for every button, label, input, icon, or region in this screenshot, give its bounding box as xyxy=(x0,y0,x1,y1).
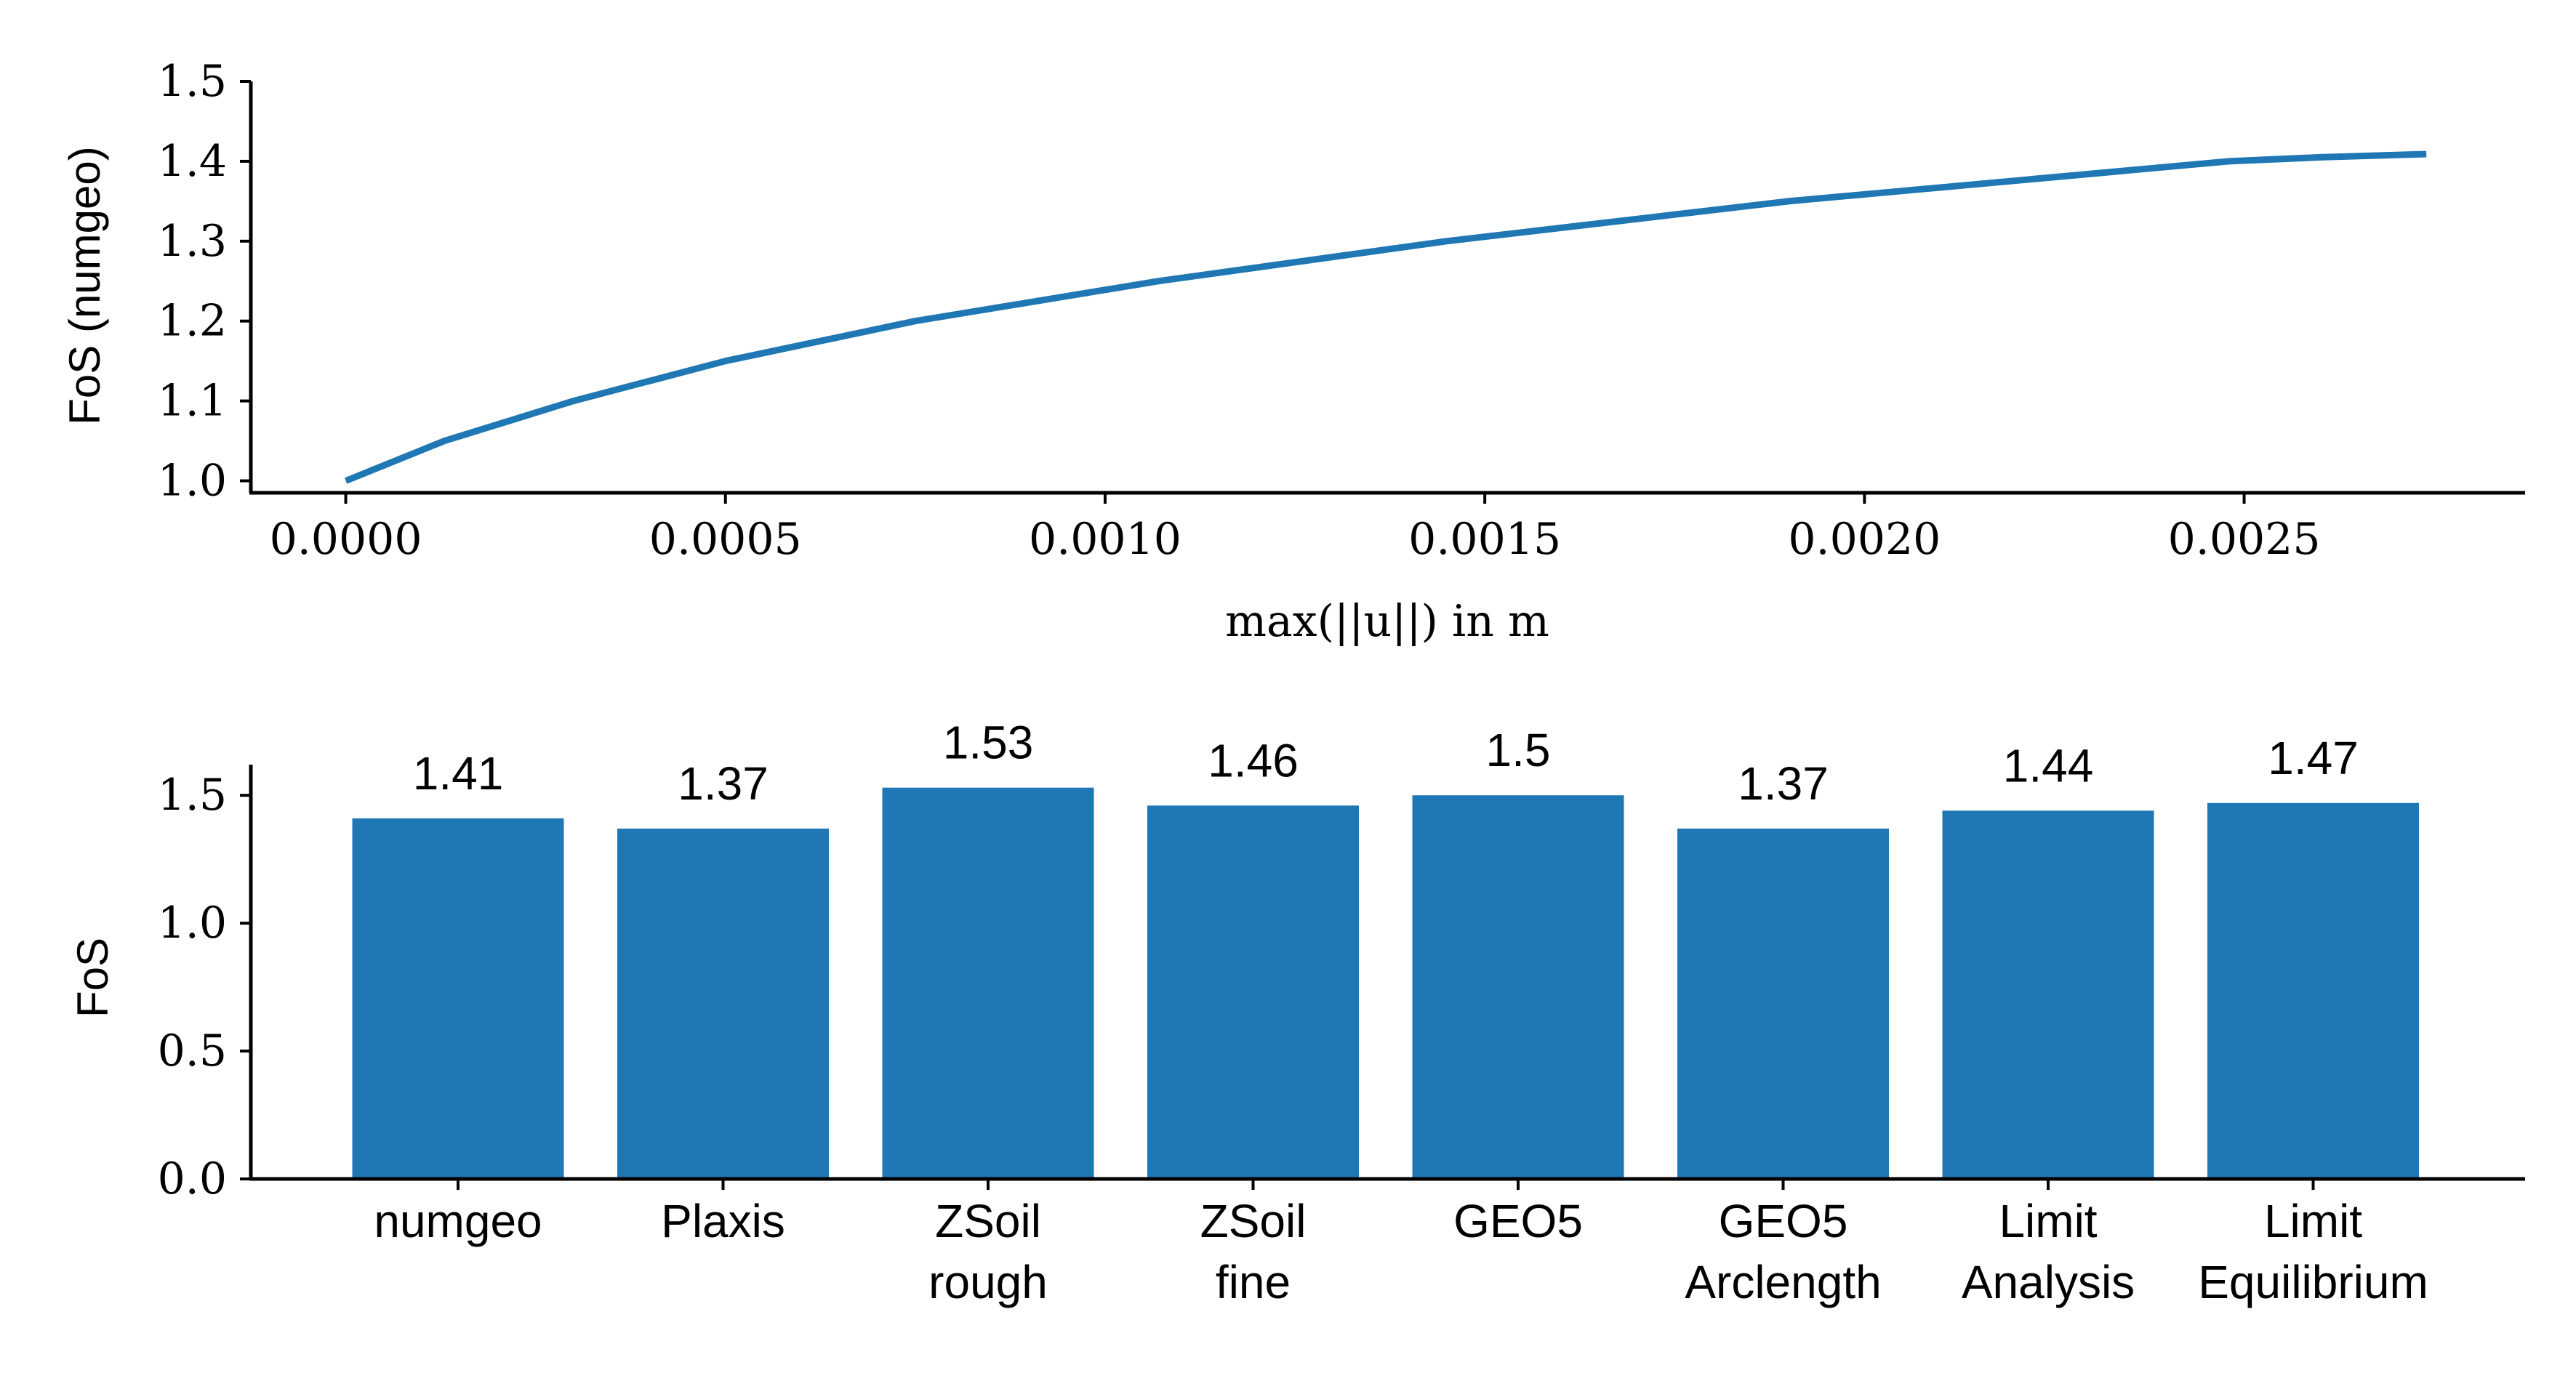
y-tick-label: 1.0 xyxy=(158,898,227,949)
bar xyxy=(1677,828,1889,1179)
x-tick-label: Limit xyxy=(2264,1195,2362,1247)
bar xyxy=(1412,795,1624,1179)
y-tick-label: 0.5 xyxy=(158,1026,227,1076)
y-tick-label: 0.0 xyxy=(158,1153,227,1204)
x-tick-label: 0.0025 xyxy=(2168,514,2321,565)
line-chart: 1.01.11.21.31.41.5 0.0000 0.0005 0.0010 0.0… xyxy=(60,56,2525,647)
y-tick-label: 1.4 xyxy=(158,136,227,187)
bar-value-label: 1.37 xyxy=(1738,757,1829,810)
x-tick-label: numgeo xyxy=(374,1195,542,1247)
x-tick-label: 0.0000 xyxy=(270,514,422,565)
bar-value-label: 1.46 xyxy=(1208,734,1299,786)
x-axis-label: max(||u||) in m xyxy=(1225,596,1549,647)
bar-value-label: 1.53 xyxy=(943,717,1034,769)
bar-value-label: 1.37 xyxy=(678,757,769,810)
bar xyxy=(1147,805,1359,1179)
y-tick-label: 1.2 xyxy=(158,296,227,347)
y-tick-label: 1.5 xyxy=(158,56,227,107)
y-ticks: 1.0 1.1 1.2 1.3 1.4 1.5 xyxy=(158,56,251,507)
bar xyxy=(882,787,1094,1179)
bar-value-label: 1.47 xyxy=(2268,732,2359,784)
x-tick-label: Arclength xyxy=(1685,1256,1881,1308)
bar xyxy=(617,828,829,1179)
x-tick-label: 0.0020 xyxy=(1788,514,1941,565)
x-tick-label: Plaxis xyxy=(661,1195,785,1247)
x-ticks: numgeo Plaxis ZSoil rough ZSoil fine GEO5 GEO5 A… xyxy=(374,1179,2428,1308)
bar xyxy=(352,818,564,1179)
fos-line xyxy=(344,150,2427,484)
x-tick-label: 0.0005 xyxy=(649,514,802,565)
bar-value-label: 1.5 xyxy=(1486,724,1551,776)
y-tick-label: 1.5 xyxy=(158,770,227,821)
y-axis-label: FoS (numgeo) xyxy=(60,146,109,425)
x-tick-label: Analysis xyxy=(1962,1256,2135,1308)
x-tick-label: rough xyxy=(928,1256,1048,1308)
bar xyxy=(2207,802,2419,1179)
bar-value-label: 1.44 xyxy=(2003,739,2094,792)
bar xyxy=(1942,810,2154,1179)
y-axis-label: FoS xyxy=(68,938,117,1018)
x-ticks: 0.0000 0.0005 0.0010 0.0015 0.0020 0.0025 xyxy=(270,493,2321,565)
y-tick-label: 1.3 xyxy=(158,216,227,267)
bars xyxy=(352,787,2419,1179)
y-tick-label: 1.1 xyxy=(158,376,227,427)
x-tick-label: ZSoil xyxy=(935,1195,1041,1247)
x-tick-label: GEO5 xyxy=(1719,1195,1848,1247)
bar-value-label: 1.41 xyxy=(413,747,504,800)
x-tick-label: 0.0010 xyxy=(1029,514,1181,565)
x-tick-label: 0.0015 xyxy=(1408,514,1561,565)
bar-value-labels: 1.41 1.37 1.53 1.46 1.5 1.37 1.44 1.47 xyxy=(413,717,2359,810)
x-tick-label: ZSoil xyxy=(1200,1195,1307,1247)
bar-chart: 0.0 0.5 1.0 1.5 1.41 1.37 1.53 1.46 1.5 1.37 1.44… xyxy=(68,717,2525,1308)
x-tick-label: Limit xyxy=(1999,1195,2097,1247)
x-tick-label: fine xyxy=(1216,1256,1291,1308)
y-ticks: 0.0 0.5 1.0 1.5 xyxy=(158,770,251,1204)
x-tick-label: GEO5 xyxy=(1453,1195,1583,1247)
x-tick-label: Equilibrium xyxy=(2198,1256,2428,1308)
y-tick-label: 1.0 xyxy=(158,456,227,507)
